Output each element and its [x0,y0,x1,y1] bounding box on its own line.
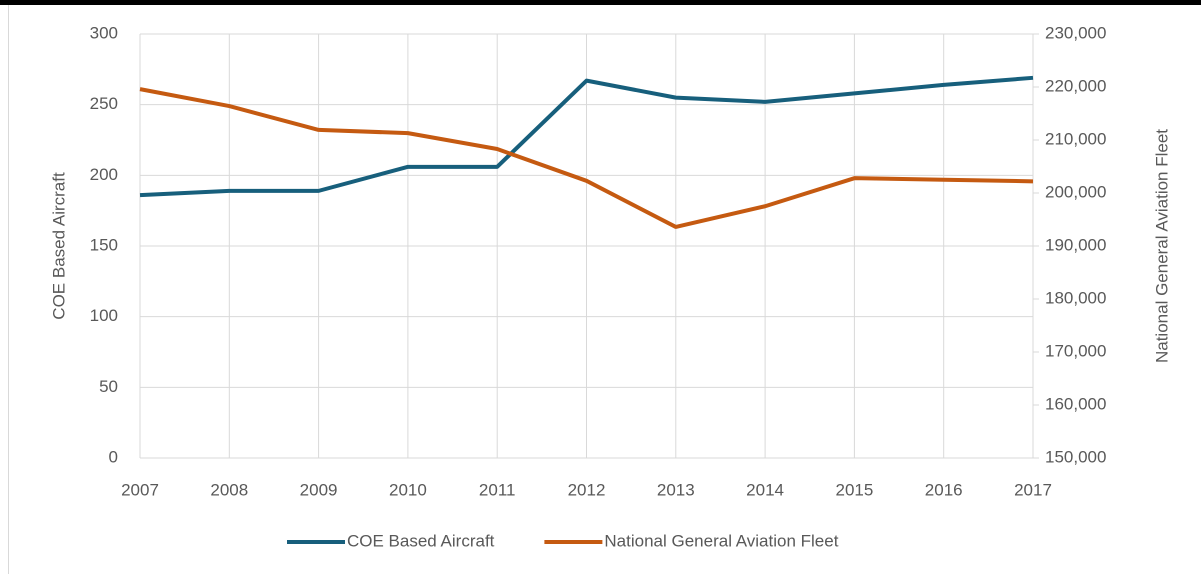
y2-tick-label: 200,000 [1045,182,1106,201]
y-tick-label: 300 [90,23,118,42]
y-tick-label: 0 [109,447,118,466]
x-tick-label: 2010 [389,480,427,499]
y2-tick-label: 230,000 [1045,23,1106,42]
y2-tick-label: 190,000 [1045,235,1106,254]
y-tick-label: 100 [90,306,118,325]
x-tick-label: 2016 [925,480,963,499]
x-tick-label: 2017 [1014,480,1052,499]
legend-label: National General Aviation Fleet [604,531,838,550]
y-tick-label: 50 [99,377,118,396]
x-tick-label: 2009 [300,480,338,499]
y-axis-title: COE Based Aircraft [49,172,68,320]
y-tick-label: 200 [90,165,118,184]
y2-tick-label: 160,000 [1045,394,1106,413]
y-tick-label: 250 [90,94,118,113]
x-tick-label: 2014 [746,480,784,499]
y2-tick-label: 170,000 [1045,341,1106,360]
y2-tick-label: 210,000 [1045,129,1106,148]
top-border [0,0,1201,5]
x-tick-label: 2011 [479,480,516,499]
y2-tick-label: 180,000 [1045,288,1106,307]
x-tick-label: 2013 [657,480,695,499]
line-series [139,87,1034,229]
x-tick-label: 2008 [210,480,248,499]
legend-label: COE Based Aircraft [347,531,495,550]
x-tick-label: 2015 [835,480,873,499]
line-series [139,75,1034,198]
y2-tick-label: 220,000 [1045,76,1106,95]
y2-axis-title: National General Aviation Fleet [1152,129,1171,363]
y-tick-label: 150 [90,235,118,254]
y2-tick-label: 150,000 [1045,447,1106,466]
x-tick-label: 2012 [568,480,606,499]
x-tick-label: 2007 [121,480,159,499]
